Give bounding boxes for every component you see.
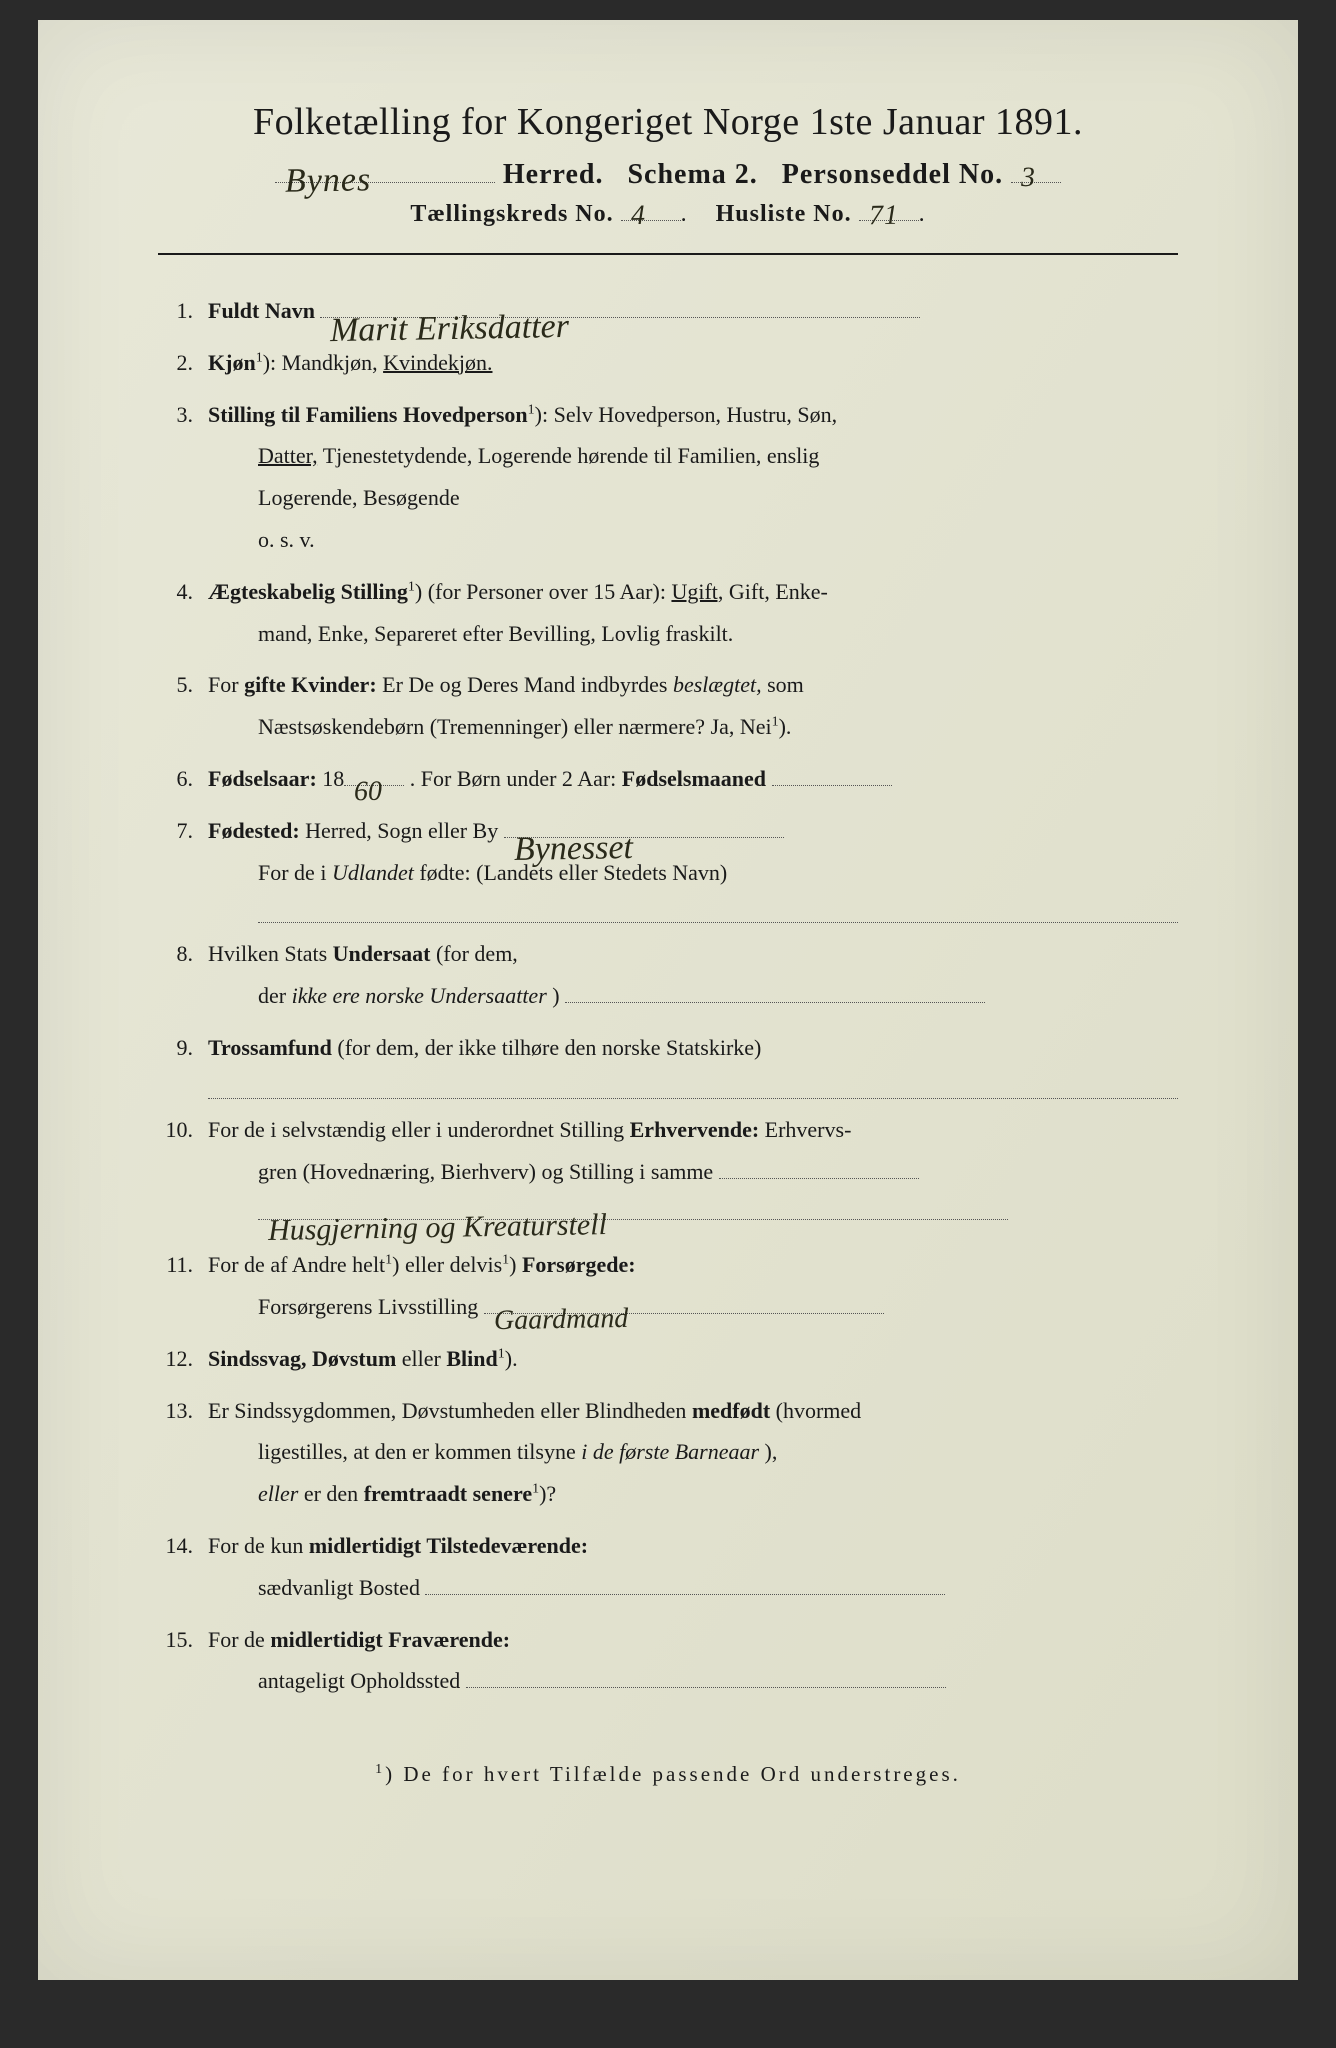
q6: 6. Fødselsaar: 1860 . For Børn under 2 A…	[158, 758, 1178, 800]
q8: 8. Hvilken Stats Undersaat (for dem, der…	[158, 933, 1178, 1017]
q6-year: 60	[344, 785, 404, 786]
q15: 15. For de midlertidigt Fraværende: anta…	[158, 1619, 1178, 1703]
footnote: 1) De for hvert Tilfælde passende Ord un…	[158, 1762, 1178, 1787]
line2: Bynes Herred. Schema 2. Personseddel No.…	[158, 159, 1178, 191]
q12: 12. Sindssvag, Døvstum eller Blind1).	[158, 1338, 1178, 1380]
q2: 2. Kjøn1): Mandkjøn, Kvindekjøn.	[158, 342, 1178, 384]
q4-selected: Ugift,	[671, 579, 723, 604]
q5: 5. For gifte Kvinder: Er De og Deres Man…	[158, 664, 1178, 748]
q11-value: Gaardmand	[484, 1313, 884, 1314]
q13: 13. Er Sindssygdommen, Døvstumheden elle…	[158, 1390, 1178, 1515]
census-form-page: Folketælling for Kongeriget Norge 1ste J…	[38, 20, 1298, 1980]
herred-field: Bynes	[275, 182, 495, 183]
name-field: Marit Eriksdatter	[320, 317, 920, 318]
q1: 1. Fuldt Navn Marit Eriksdatter	[158, 290, 1178, 332]
q10: 10. For de i selvstændig eller i underor…	[158, 1109, 1178, 1234]
line3: Tællingskreds No. 4 . Husliste No. 71 .	[158, 201, 1178, 228]
q3-selected: Datter,	[258, 443, 318, 468]
q9: 9. Trossamfund (for dem, der ikke tilhør…	[158, 1027, 1178, 1099]
personseddel-field: 3	[1011, 182, 1061, 183]
q4: 4. Ægteskabelig Stilling1) (for Personer…	[158, 571, 1178, 655]
main-title: Folketælling for Kongeriget Norge 1ste J…	[158, 100, 1178, 144]
tallingskreds-field: 4	[621, 220, 681, 221]
husliste-field: 71	[859, 220, 919, 221]
questions-list: 1. Fuldt Navn Marit Eriksdatter 2. Kjøn1…	[158, 290, 1178, 1702]
q7: 7. Fødested: Herred, Sogn eller By Bynes…	[158, 810, 1178, 924]
q10-value: Husgjerning og Kreaturstell	[258, 1219, 1008, 1220]
q3: 3. Stilling til Familiens Hovedperson1):…	[158, 394, 1178, 561]
q7-value: Bynesset	[504, 837, 784, 838]
q14: 14. For de kun midlertidigt Tilstedevære…	[158, 1525, 1178, 1609]
divider	[158, 253, 1178, 255]
header-block: Folketælling for Kongeriget Norge 1ste J…	[158, 100, 1178, 228]
